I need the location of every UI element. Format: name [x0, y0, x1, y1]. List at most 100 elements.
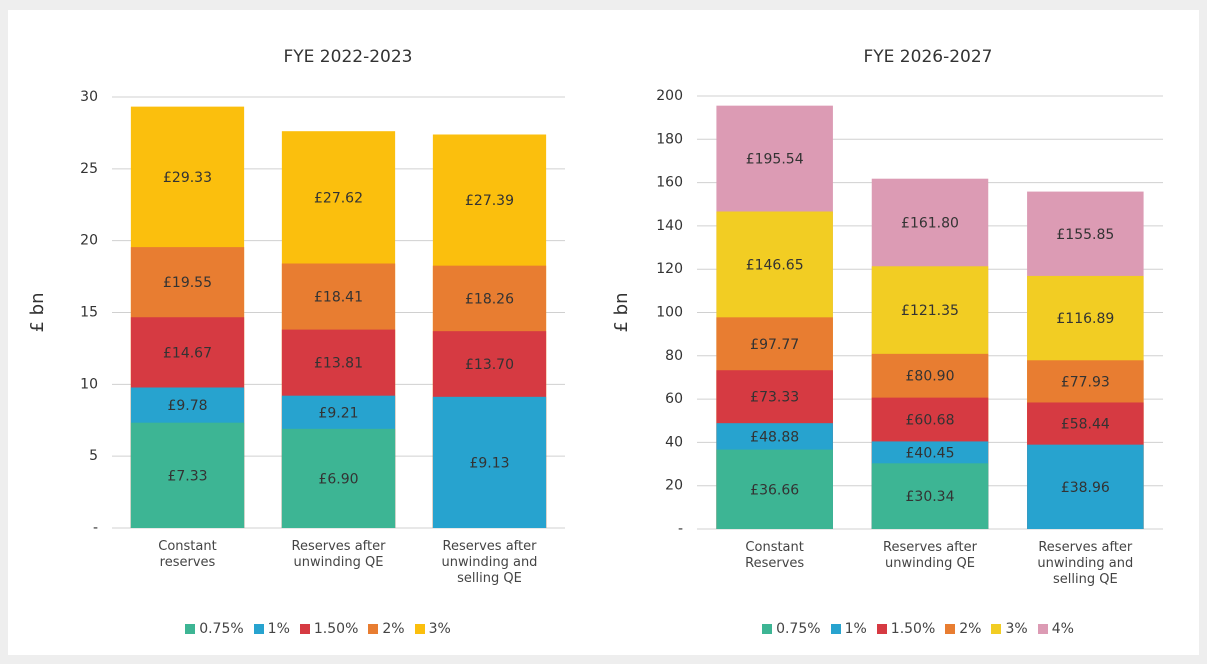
legend-item: 2% — [945, 621, 981, 637]
data-label: £161.80 — [901, 215, 959, 231]
data-label: £30.34 — [906, 489, 955, 505]
x-tick-label-box: Reserves after unwinding QE — [279, 539, 399, 571]
y-tick-label: 40 — [665, 434, 683, 450]
legend-label: 3% — [1005, 621, 1028, 637]
legend-label: 4% — [1051, 621, 1074, 637]
y-tick-label: 15 — [80, 305, 98, 321]
x-tick-label-wrap: Constant Reserves — [715, 540, 835, 572]
bar — [871, 463, 989, 529]
data-label: £60.68 — [906, 413, 955, 429]
x-tick-label-wrap: Reserves after unwinding QE — [279, 539, 399, 571]
legend-swatch — [253, 624, 264, 634]
y-tick-label: 10 — [80, 376, 98, 392]
chart-title: FYE 2026-2027 — [864, 47, 993, 67]
data-label: £29.33 — [163, 170, 212, 186]
legend-label: 1.50% — [313, 621, 359, 637]
x-tick-label: Reserves after unwinding and selling QE — [441, 539, 538, 586]
data-label: £9.78 — [167, 398, 207, 414]
data-label: £27.62 — [314, 190, 363, 206]
y-tick-label: 180 — [656, 131, 683, 147]
legend-swatch — [368, 624, 379, 634]
x-tick-label-box: Reserves after unwinding QE — [870, 540, 990, 572]
legend-swatch — [830, 624, 841, 634]
x-tick-label: Reserves after unwinding and selling QE — [1037, 540, 1134, 587]
legend-swatch — [185, 624, 196, 634]
data-label: £18.26 — [465, 291, 514, 307]
data-label: £14.67 — [163, 345, 212, 361]
x-tick-label-box: Reserves after unwinding and selling QE — [1025, 540, 1145, 588]
chart-title: FYE 2022-2023 — [284, 47, 413, 67]
data-label: £19.55 — [163, 275, 212, 291]
legend-item: 3% — [991, 621, 1028, 637]
legend-swatch — [876, 624, 887, 634]
y-tick-label: 160 — [656, 175, 683, 191]
x-tick-label-wrap: Reserves after unwinding and selling QE — [430, 539, 550, 587]
x-tick-label-box: Constant reserves — [128, 539, 248, 571]
legend-label: 1.50% — [890, 621, 936, 637]
data-label: £18.41 — [314, 290, 363, 306]
x-tick-label-wrap: Reserves after unwinding and selling QE — [1025, 540, 1145, 588]
x-tick-label-wrap: Reserves after unwinding QE — [870, 540, 990, 572]
x-tick-label-box: Constant Reserves — [715, 540, 835, 572]
bar — [281, 428, 396, 528]
y-tick-label: 140 — [656, 218, 683, 234]
legend-item: 2% — [368, 621, 405, 637]
legend-label: 2% — [382, 621, 405, 637]
y-tick-label: 120 — [656, 261, 683, 277]
data-label: £73.33 — [750, 390, 799, 406]
y-axis-title: £ bn — [611, 292, 632, 332]
data-label: £195.54 — [746, 152, 804, 168]
legend-item: 1.50% — [299, 621, 359, 637]
legend: 0.75% 1% 1.50% 2% 3% — [68, 615, 568, 643]
data-label: £155.85 — [1056, 227, 1114, 243]
data-label: £9.13 — [469, 455, 509, 471]
legend-label: 2% — [959, 621, 982, 637]
data-label: £97.77 — [750, 337, 799, 353]
y-tick-label: 20 — [665, 478, 683, 494]
y-tick-label: 20 — [80, 233, 98, 249]
x-tick-label-wrap: Constant reserves — [128, 539, 248, 571]
y-tick-label: 25 — [80, 161, 98, 177]
bar — [1027, 444, 1144, 529]
data-label: £13.81 — [314, 356, 363, 372]
data-label: £27.39 — [465, 193, 514, 209]
data-label: £40.45 — [906, 445, 955, 461]
x-tick-label: Reserves after unwinding QE — [291, 539, 386, 570]
x-tick-label: Reserves after unwinding QE — [883, 540, 977, 571]
bar — [130, 422, 245, 528]
legend-label: 1% — [267, 621, 290, 637]
data-label: £6.90 — [318, 471, 358, 487]
data-label: £9.21 — [318, 405, 358, 421]
legend-swatch — [1037, 624, 1048, 634]
y-tick-label: 100 — [656, 305, 683, 321]
y-axis-title: £ bn — [27, 292, 48, 332]
data-label: £36.66 — [750, 482, 799, 498]
data-label: £121.35 — [901, 303, 959, 319]
data-label: £38.96 — [1061, 480, 1110, 496]
legend-swatch — [414, 624, 425, 634]
legend-swatch — [762, 624, 773, 634]
legend-item: 3% — [414, 621, 451, 637]
x-tick-label: Constant reserves — [158, 539, 217, 570]
legend-item: 4% — [1037, 621, 1074, 637]
data-label: £80.90 — [906, 369, 955, 385]
legend-item: 0.75% — [185, 621, 244, 637]
data-label: £13.70 — [465, 357, 514, 373]
y-tick-label: 5 — [89, 448, 98, 464]
data-label: £48.88 — [750, 429, 799, 445]
legend-item: 1% — [830, 621, 867, 637]
legend-item: 1.50% — [876, 621, 936, 637]
y-tick-label: 30 — [80, 89, 98, 105]
legend-item: 1% — [253, 621, 290, 637]
data-label: £58.44 — [1061, 417, 1110, 433]
y-tick-label: 200 — [656, 88, 683, 104]
y-tick-label: 80 — [665, 348, 683, 364]
legend-item: 0.75% — [762, 621, 821, 637]
data-label: £146.65 — [746, 257, 804, 273]
legend-label: 0.75% — [776, 621, 821, 637]
x-tick-label: Constant Reserves — [745, 540, 805, 571]
legend-label: 0.75% — [199, 621, 244, 637]
y-tick-label: 60 — [665, 391, 683, 407]
